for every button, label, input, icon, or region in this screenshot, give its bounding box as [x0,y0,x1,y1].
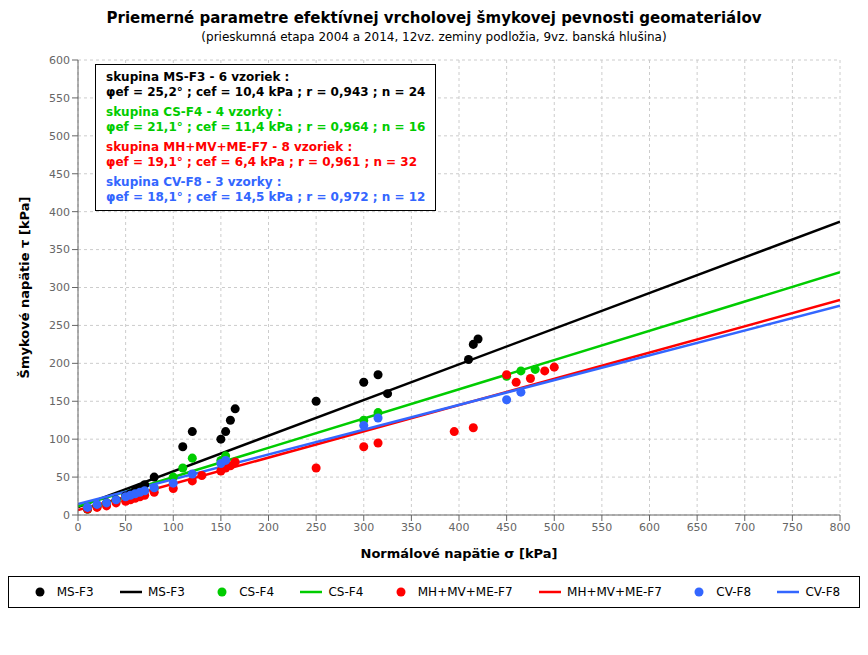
svg-text:200: 200 [49,357,70,370]
svg-text:400: 400 [49,206,70,219]
svg-text:750: 750 [782,521,803,534]
svg-text:Šmykové napätie τ [kPa]: Šmykové napätie τ [kPa] [17,197,32,379]
svg-text:800: 800 [830,521,851,534]
html-text:CS-F4: CS-F4 [328,585,364,599]
svg-text:600: 600 [639,521,660,534]
svg-text:150: 150 [210,521,231,534]
html-text:CV-F8: CV-F8 [716,585,752,599]
svg-text:700: 700 [734,521,755,534]
svg-text:600: 600 [49,54,70,67]
svg-text:550: 550 [49,92,70,105]
svg-text:500: 500 [49,130,70,143]
html-text:φef = 25,2° ; cef = 10,4 kPa ;: φef = 25,2° ; cef = 10,4 kPa ; r = 0,943… [106,85,426,99]
svg-text:250: 250 [306,521,327,534]
html-text:φef = 21,1° ; cef = 11,4 kPa ;: φef = 21,1° ; cef = 11,4 kPa ; r = 0,964… [106,120,426,134]
html-text:MS-F3: MS-F3 [148,585,185,599]
html-text:CV-F8: CV-F8 [805,585,841,599]
svg-text:0: 0 [63,509,70,522]
html-text:MH+MV+ME-F7: MH+MV+ME-F7 [417,585,513,599]
html-text:skupina CV-F8 - 3 vzorky :: skupina CV-F8 - 3 vzorky : [106,175,282,189]
svg-text:650: 650 [687,521,708,534]
html-text:MH+MV+ME-F7: MH+MV+ME-F7 [567,585,662,599]
svg-text:300: 300 [353,521,374,534]
svg-text:550: 550 [591,521,612,534]
svg-text:50: 50 [56,471,70,484]
svg-text:200: 200 [258,521,279,534]
svg-text:100: 100 [163,521,184,534]
svg-text:450: 450 [496,521,517,534]
html-text:φef = 19,1° ; cef = 6,4 kPa ;: φef = 19,1° ; cef = 6,4 kPa ; r = 0,961 … [106,155,417,169]
html-text:Priemerné parametre efektívnej: Priemerné parametre efektívnej vrcholove… [106,9,762,27]
svg-text:350: 350 [49,243,70,256]
svg-text:450: 450 [49,168,70,181]
html-text:skupina MS-F3 - 6 vzoriek :: skupina MS-F3 - 6 vzoriek : [106,70,290,84]
svg-text:50: 50 [119,521,133,534]
html-text:CS-F4: CS-F4 [239,585,275,599]
svg-text:400: 400 [449,521,470,534]
svg-text:500: 500 [544,521,565,534]
html-text:MS-F3: MS-F3 [56,585,94,599]
html-text:(prieskumná etapa 2004 a 2014,: (prieskumná etapa 2004 a 2014, 12vz. zem… [201,30,667,44]
html-text:skupina MH+MV+ME-F7 - 8 vzorie: skupina MH+MV+ME-F7 - 8 vzoriek : [106,140,353,154]
svg-text:250: 250 [49,319,70,332]
svg-text:Normálové napätie σ [kPa]: Normálové napätie σ [kPa] [361,546,558,561]
svg-text:100: 100 [49,433,70,446]
html-text:skupina CS-F4 - 4 vzorky :: skupina CS-F4 - 4 vzorky : [106,105,282,119]
svg-text:300: 300 [49,281,70,294]
html-text:φef = 18,1° ; cef = 14,5 kPa ;: φef = 18,1° ; cef = 14,5 kPa ; r = 0,972… [106,190,426,204]
svg-text:150: 150 [49,395,70,408]
svg-text:350: 350 [401,521,422,534]
svg-text:0: 0 [75,521,82,534]
